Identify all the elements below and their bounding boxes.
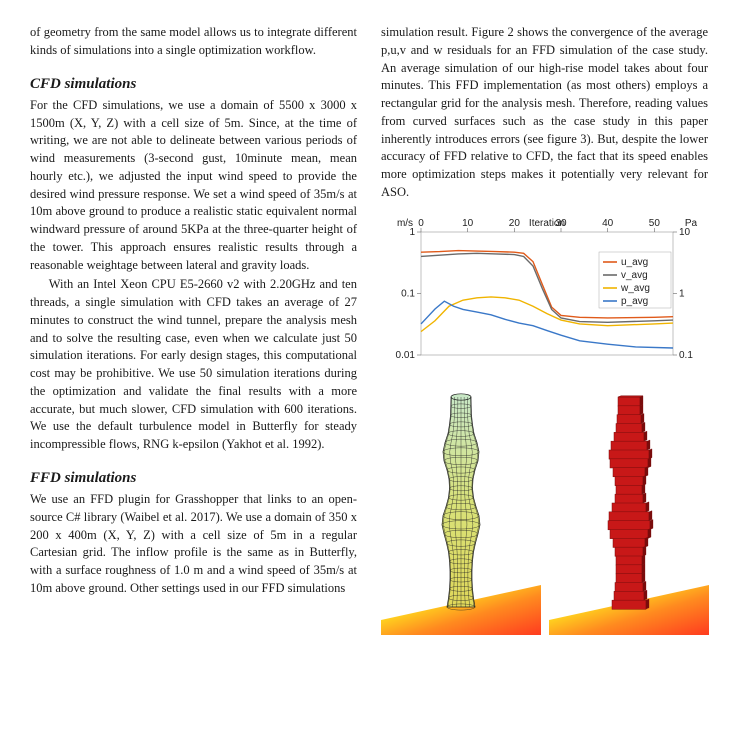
ffd-para-1: We use an FFD plugin for Grasshopper tha… bbox=[30, 491, 357, 598]
svg-text:20: 20 bbox=[509, 218, 521, 229]
svg-text:w_avg: w_avg bbox=[620, 283, 650, 294]
svg-text:Pa: Pa bbox=[685, 218, 698, 229]
convergence-chart: 010203040500.010.110.1110m/sPaIterationu… bbox=[381, 212, 708, 377]
svg-text:40: 40 bbox=[602, 218, 614, 229]
svg-text:p_avg: p_avg bbox=[621, 296, 648, 307]
intro-fragment: of geometry from the same model allows u… bbox=[30, 24, 357, 60]
svg-text:m/s: m/s bbox=[397, 218, 413, 229]
heading-ffd: FFD simulations bbox=[30, 468, 357, 489]
svg-text:10: 10 bbox=[462, 218, 474, 229]
tower-smooth bbox=[381, 385, 541, 635]
svg-text:50: 50 bbox=[649, 218, 661, 229]
cfd-para-1: For the CFD simulations, we use a domain… bbox=[30, 97, 357, 275]
svg-text:0.1: 0.1 bbox=[679, 350, 693, 361]
cfd-para-2: With an Intel Xeon CPU E5-2660 v2 with 2… bbox=[30, 276, 357, 454]
svg-text:0.01: 0.01 bbox=[396, 350, 416, 361]
right-para-1: simulation result. Figure 2 shows the co… bbox=[381, 24, 708, 202]
tower-voxel bbox=[549, 385, 709, 635]
svg-text:1: 1 bbox=[679, 288, 685, 299]
svg-text:0: 0 bbox=[418, 218, 424, 229]
svg-text:Iteration: Iteration bbox=[529, 218, 565, 229]
svg-text:v_avg: v_avg bbox=[621, 270, 648, 281]
right-column: simulation result. Figure 2 shows the co… bbox=[381, 24, 708, 635]
tower-figures bbox=[381, 385, 708, 635]
svg-text:u_avg: u_avg bbox=[621, 257, 648, 268]
heading-cfd: CFD simulations bbox=[30, 74, 357, 95]
svg-text:0.1: 0.1 bbox=[401, 288, 415, 299]
left-column: of geometry from the same model allows u… bbox=[30, 24, 357, 635]
